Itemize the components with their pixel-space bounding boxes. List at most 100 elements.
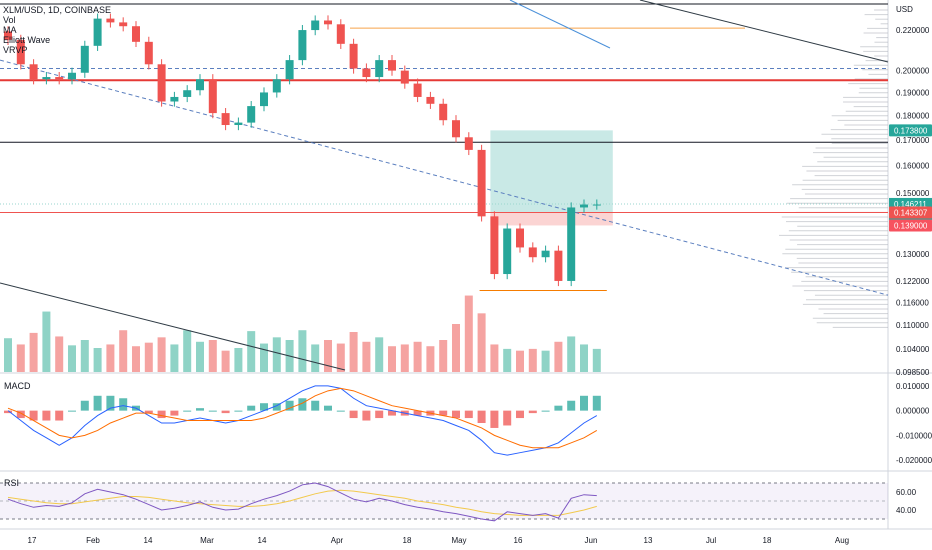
date-axis-tick: 18: [403, 536, 412, 545]
volume-bar: [528, 348, 537, 372]
rsi-panel-label[interactable]: RSI: [4, 478, 20, 488]
candle-body: [183, 90, 192, 97]
candle-body: [16, 39, 25, 65]
candle-body: [362, 68, 371, 78]
candle-body: [196, 79, 204, 91]
macd-histogram-bar: [4, 410, 12, 414]
date-axis-tick: Aug: [835, 536, 849, 545]
elliott-wave-indicator-label[interactable]: Elliott Wave: [3, 35, 51, 45]
candle-body: [592, 204, 601, 206]
macd-histogram-bar: [183, 410, 192, 412]
candle-body: [272, 79, 281, 93]
macd-histogram-bar: [16, 410, 25, 419]
volume-bar: [400, 344, 409, 372]
volume-bar: [413, 341, 422, 372]
macd-histogram-bar: [554, 405, 563, 411]
macd-histogram-bar: [260, 403, 268, 411]
candle-body: [439, 103, 448, 121]
candle-body: [170, 96, 179, 102]
price-axis-tick: 0.104000: [896, 345, 930, 354]
volume-bar: [388, 346, 396, 372]
level-price-badge-bg: [889, 206, 932, 219]
candle-body: [298, 30, 307, 61]
volume-bar: [208, 340, 217, 372]
macd-histogram-bar: [42, 410, 51, 421]
macd-histogram-bar: [55, 410, 64, 421]
volume-bar: [439, 340, 448, 372]
signal-line: [7, 387, 598, 449]
macd-histogram-bar: [68, 410, 76, 412]
candle-body: [490, 216, 499, 275]
candle-body: [119, 22, 128, 27]
stop-price-badge: 0.139000: [894, 221, 928, 230]
ma-indicator-label[interactable]: MA: [3, 25, 17, 35]
candle-body: [221, 113, 230, 126]
macd-histogram-bar: [541, 410, 550, 412]
candle-body: [452, 120, 460, 138]
macd-histogram-bar: [170, 410, 179, 416]
date-axis-tick: Jun: [585, 536, 598, 545]
volume-bar: [567, 336, 576, 372]
price-axis-tick: 0.220000: [896, 26, 930, 35]
candle-body: [285, 60, 294, 80]
macd-histogram-bar: [311, 400, 320, 411]
symbol-label[interactable]: XLM/USD, 1D, COINBASE: [3, 5, 112, 15]
candle-body: [55, 77, 64, 80]
blue-trend-line: [509, 0, 611, 49]
volume-bar: [464, 295, 473, 372]
volume-bar: [196, 341, 204, 372]
macd-histogram-bar: [119, 398, 128, 411]
macd-histogram-bar: [516, 410, 524, 419]
macd-histogram-bar: [490, 410, 499, 428]
volume-bar: [362, 341, 371, 372]
candle-body: [311, 20, 320, 31]
candle-body: [413, 83, 422, 97]
candle-body: [80, 45, 89, 73]
volume-bar: [221, 350, 230, 372]
candle-body: [144, 41, 153, 65]
macd-histogram-bar: [93, 395, 102, 411]
volume-bar: [311, 344, 320, 372]
candle-body: [567, 207, 576, 281]
price-axis-tick: 0.170000: [896, 136, 930, 145]
volume-bar: [106, 344, 115, 372]
date-axis-tick: 16: [514, 536, 523, 545]
macd-histogram-bar: [464, 410, 473, 419]
volume-bar: [93, 348, 102, 372]
candle-body: [106, 18, 115, 23]
rsi-axis-tick: 40.00: [896, 506, 917, 515]
target-zone: [490, 130, 613, 213]
macd-panel-label[interactable]: MACD: [4, 381, 31, 391]
dashed-trend-line: [0, 59, 889, 296]
macd-histogram-bar: [503, 410, 512, 426]
volume-indicator-label[interactable]: Vol: [3, 15, 16, 25]
volume-bar: [324, 340, 332, 372]
volume-bar: [516, 350, 524, 372]
volume-bar: [157, 337, 166, 372]
volume-bar: [503, 348, 512, 372]
candle-body: [42, 77, 51, 80]
vrvp-indicator-label[interactable]: VRVP: [3, 45, 28, 55]
volume-bar: [375, 337, 384, 372]
candle-body: [247, 106, 256, 123]
volume-bar: [16, 344, 25, 372]
rsi-line: [7, 482, 597, 522]
level-price-badge: 0.143307: [894, 208, 928, 217]
date-axis-tick: Jul: [706, 536, 716, 545]
macd-line: [7, 385, 598, 456]
macd-histogram-bar: [221, 410, 230, 414]
rsi-ma-line: [7, 489, 597, 516]
candle-body: [93, 18, 102, 46]
candle-body: [528, 247, 537, 258]
macd-histogram-bar: [528, 410, 537, 414]
macd-histogram-bar: [439, 410, 448, 416]
macd-histogram-bar: [362, 410, 371, 421]
macd-histogram-bar: [234, 410, 243, 412]
target-price-badge: 0.173800: [894, 126, 928, 135]
date-axis-tick: 14: [144, 536, 153, 545]
candle-body: [503, 228, 512, 275]
candle-body: [234, 122, 243, 126]
macd-histogram-bar: [388, 410, 396, 416]
